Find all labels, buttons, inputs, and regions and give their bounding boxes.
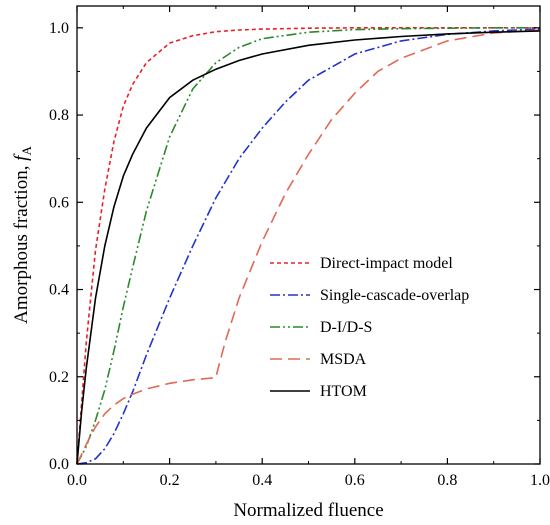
y-axis-label: Amorphous fraction, fA [11,146,34,324]
series-layer [76,27,541,465]
series-line-1 [76,28,541,465]
x-tick-label: 1.0 [530,472,550,489]
legend-label-4: HTOM [320,383,367,400]
x-axis-label: Normalized fluence [233,500,383,521]
legend-label-1: Single-cascade-overlap [320,287,469,304]
legend: Direct-impact model Single-cascade-overla… [270,255,469,400]
plot-frame [76,5,541,465]
x-tick-label: 0.6 [345,472,365,489]
series-line-4 [76,30,541,465]
y-axis-label-subscript: A [19,146,34,156]
x-tick-label: 0.4 [252,472,272,489]
y-tick-label: 0.8 [49,107,69,124]
y-tick-label: 1.0 [49,20,69,37]
y-axis-label-symbol: f [11,153,32,161]
y-tick-label: 0.6 [49,194,69,211]
y-axis-label-main: Amorphous fraction, [11,161,32,324]
y-tick-label: 0.0 [49,456,69,473]
y-tick-label: 0.2 [49,369,69,386]
y-tick-label: 0.4 [49,282,69,299]
x-tick-label: 0.2 [160,472,180,489]
x-tick-label: 0.0 [67,472,87,489]
legend-label-3: MSDA [320,351,367,368]
legend-label-2: D-I/D-S [320,319,372,336]
ticks-layer: 0.0 0.2 0.4 0.6 0.8 1.0 0.0 0.2 0.4 0.6 0.8 1.0 [49,6,550,489]
series-line-0 [76,27,540,465]
series-line-2 [76,27,540,465]
x-tick-label: 0.8 [437,472,457,489]
series-line-3 [76,29,541,465]
legend-label-0: Direct-impact model [320,255,453,272]
